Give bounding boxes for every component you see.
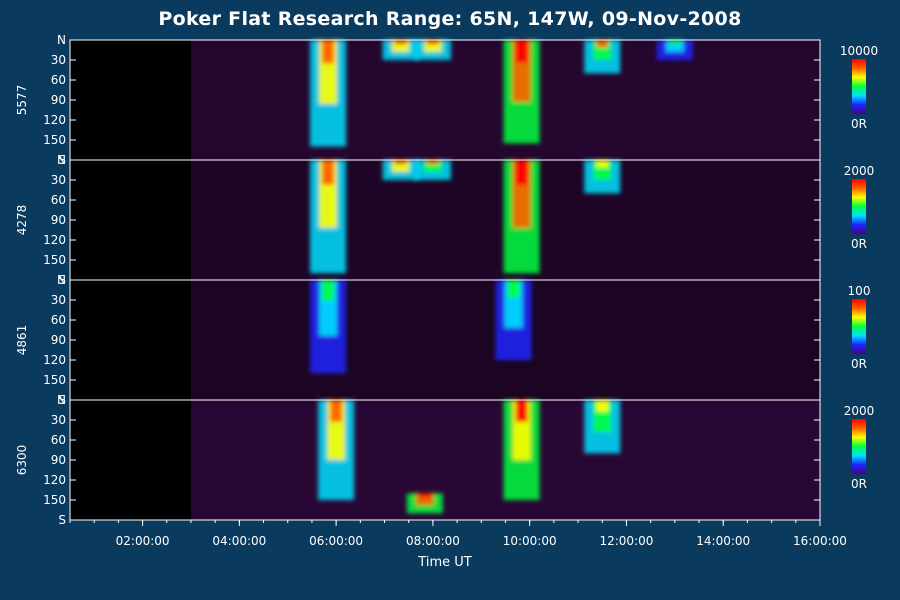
panel-5577-ytick-label-4: 120 [43, 113, 66, 127]
panel-4278-label: 4278 [15, 205, 29, 236]
xtick-label-7: 16:00:00 [793, 534, 847, 548]
panel-6300-ytick-label-3: 90 [51, 453, 66, 467]
panel-5577-ytick-label-2: 60 [51, 73, 66, 87]
panel-5577-event-4 [584, 40, 621, 74]
panel-5577-event-3 [503, 40, 540, 144]
panel-4278-ytick-label-4: 120 [43, 233, 66, 247]
xtick-label-3: 08:00:00 [406, 534, 460, 548]
panel-4861-ytick-label-6: S [58, 393, 66, 407]
panel-6300-ytick-label-6: S [58, 513, 66, 527]
panel-6300-colorbar-max: 2000 [844, 404, 875, 418]
panel-4278-colorbar [852, 179, 866, 234]
panel-5577-event-2 [414, 40, 451, 60]
panel-6300-event-1 [406, 493, 443, 514]
panel-6300-colorbar-min: 0R [851, 477, 867, 491]
panel-5577-colorbar-min: 0R [851, 117, 867, 131]
panel-4861-plot-area [70, 280, 820, 400]
panel-4861-event-1 [495, 280, 532, 360]
panel-4861-ytick-label-0: N [57, 273, 66, 287]
panel-5577-event-1 [382, 40, 419, 60]
panel-4278-colorbar-min: 0R [851, 237, 867, 251]
panel-4278-event-4 [584, 160, 621, 194]
panel-5577-event-5 [656, 40, 693, 60]
panel-6300-event-0 [318, 400, 355, 500]
panel-6300-ytick-label-2: 60 [51, 433, 66, 447]
panel-4278-ytick-label-0: N [57, 153, 66, 167]
panel-4861-ytick-label-2: 60 [51, 313, 66, 327]
panel-5577-ytick-label-3: 90 [51, 93, 66, 107]
panel-5577-label: 5577 [15, 85, 29, 116]
panel-6300-ytick-label-0: N [57, 393, 66, 407]
panel-5577-colorbar [852, 59, 866, 114]
xtick-label-6: 14:00:00 [696, 534, 750, 548]
panel-4278-ytick-label-6: S [58, 273, 66, 287]
panel-4278-ytick-label-2: 60 [51, 193, 66, 207]
panel-4278-event-3 [503, 160, 540, 274]
panel-4278-event-2 [414, 160, 451, 180]
panel-6300-ytick-label-4: 120 [43, 473, 66, 487]
panel-4861-event-0 [310, 280, 347, 374]
panel-6300-ytick-label-1: 30 [51, 413, 66, 427]
xtick-label-1: 04:00:00 [212, 534, 266, 548]
panel-5577-ytick-label-1: 30 [51, 53, 66, 67]
panel-4278-ytick-label-5: 150 [43, 253, 66, 267]
panel-5577-ytick-label-0: N [57, 33, 66, 47]
x-axis-label: Time UT [418, 555, 472, 570]
chart-title: Poker Flat Research Range: 65N, 147W, 09… [158, 8, 742, 30]
panel-5577-event-0 [310, 40, 347, 147]
panel-4861-colorbar-max: 100 [848, 284, 871, 298]
panel-6300-label: 6300 [15, 445, 29, 476]
panel-6300-ytick-label-5: 150 [43, 493, 66, 507]
panel-4278-event-1 [382, 160, 419, 180]
panel-4278-colorbar-max: 2000 [844, 164, 875, 178]
xtick-label-4: 10:00:00 [503, 534, 557, 548]
panel-4861-ytick-label-3: 90 [51, 333, 66, 347]
panel-4861-ytick-label-1: 30 [51, 293, 66, 307]
panel-4861-colorbar [852, 299, 866, 354]
xtick-label-0: 02:00:00 [116, 534, 170, 548]
panel-4861-colorbar-min: 0R [851, 357, 867, 371]
panel-4861-ytick-label-4: 120 [43, 353, 66, 367]
panel-4278-ytick-label-3: 90 [51, 213, 66, 227]
panel-6300-event-2 [503, 400, 540, 500]
panel-6300-colorbar [852, 419, 866, 474]
panel-4278-event-0 [310, 160, 347, 274]
panel-5577-ytick-label-6: S [58, 153, 66, 167]
xtick-label-5: 12:00:00 [599, 534, 653, 548]
panel-5577-colorbar-max: 10000 [840, 44, 878, 58]
xtick-label-2: 06:00:00 [309, 534, 363, 548]
panel-4278-ytick-label-1: 30 [51, 173, 66, 187]
panel-4861-ytick-label-5: 150 [43, 373, 66, 387]
panel-4861-label: 4861 [15, 325, 29, 356]
panel-5577-ytick-label-5: 150 [43, 133, 66, 147]
panel-6300-event-3 [584, 400, 621, 454]
